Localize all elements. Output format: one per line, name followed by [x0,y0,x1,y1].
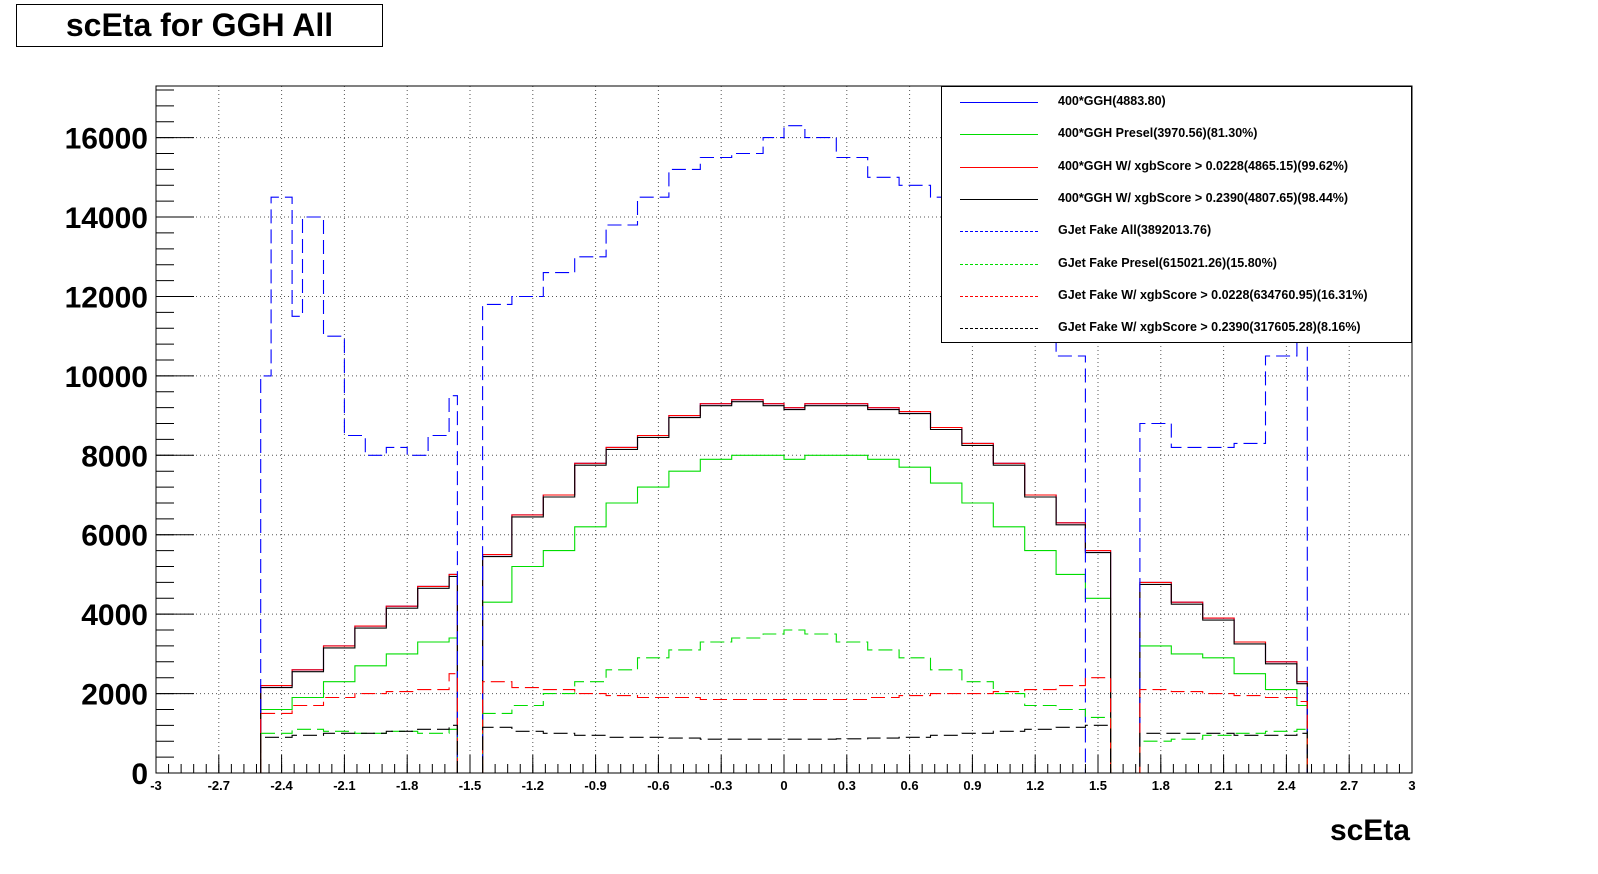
x-tick-label: -1.5 [459,778,481,793]
x-tick-label: -2.1 [333,778,355,793]
x-tick-label: 0.9 [963,778,981,793]
legend-label: GJet Fake W/ xgbScore > 0.0228(634760.95… [1058,287,1368,302]
legend-label: 400*GGH(4883.80) [1058,94,1166,108]
x-tick-label: -0.9 [584,778,606,793]
x-tick-label: -1.8 [396,778,418,793]
x-tick-label: 0.6 [901,778,919,793]
x-tick-label: 2.4 [1277,778,1296,793]
y-tick-label: 0 [131,758,148,791]
x-axis-label: scEta [1330,814,1410,847]
legend-entry: GJet Fake W/ xgbScore > 0.2390(317605.28… [942,316,1411,340]
x-tick-label: -2.7 [208,778,230,793]
legend-swatch [960,166,1038,168]
legend-label: 400*GGH W/ xgbScore > 0.2390(4807.65)(98… [1058,190,1349,205]
x-tick-label: 2.7 [1340,778,1358,793]
legend-label: 400*GGH W/ xgbScore > 0.0228(4865.15)(99… [1058,158,1349,173]
chart-title: scEta for GGH All [16,4,383,47]
legend: 400*GGH(4883.80) 400*GGH Presel(3970.56)(… [941,86,1412,343]
legend-entry: GJet Fake All(3892013.76) [942,219,1411,243]
legend-swatch [960,231,1038,233]
series-line-4 [260,401,1308,774]
x-tick-label: 1.2 [1026,778,1044,793]
x-tick-label: 0 [780,778,787,793]
y-tick-label: 8000 [81,440,148,473]
y-tick-label: 12000 [65,281,148,314]
y-tick-label: 16000 [65,123,148,156]
legend-swatch [960,102,1038,103]
x-tick-label: -0.3 [710,778,732,793]
y-tick-label: 4000 [81,599,148,632]
legend-swatch [960,295,1038,297]
x-tick-label: 2.1 [1215,778,1233,793]
legend-entry: 400*GGH Presel(3970.56)(81.30%) [942,122,1411,146]
legend-label: GJet Fake All(3892013.76) [1058,223,1212,238]
legend-label: GJet Fake W/ xgbScore > 0.2390(317605.28… [1058,320,1361,335]
legend-entry: 400*GGH W/ xgbScore > 0.0228(4865.15)(99… [942,155,1411,179]
legend-label: 400*GGH Presel(3970.56)(81.30%) [1058,126,1258,141]
series-line-8 [260,724,1308,774]
x-tick-label: -0.6 [647,778,669,793]
y-axis: 0 2000 4000 6000 8000 10000 12000 14000 16000 [65,89,194,791]
legend-swatch [960,328,1038,330]
legend-swatch [960,263,1038,265]
x-tick-label: 3 [1408,778,1415,793]
series-line-2 [260,454,1308,774]
legend-swatch [960,198,1038,200]
legend-entry: GJet Fake W/ xgbScore > 0.0228(634760.95… [942,284,1411,308]
legend-entry: 400*GGH W/ xgbScore > 0.2390(4807.65)(98… [942,187,1411,211]
series-line-7 [260,673,1308,774]
y-tick-label: 2000 [81,679,148,712]
grid-lines [155,86,1413,773]
x-tick-label: -3 [150,778,162,793]
x-tick-label: -1.2 [522,778,544,793]
y-tick-label: 10000 [65,361,148,394]
x-tick-label: 1.5 [1089,778,1107,793]
x-axis: -3 -2.7 -2.4 -2.1 -1.8 -1.5 -1.2 -0.9 -0.6 -0.3 0 0… [150,755,1416,793]
y-tick-label: 6000 [81,520,148,553]
legend-entry: 400*GGH(4883.80) [942,90,1411,114]
legend-swatch [960,134,1038,136]
x-tick-label: 1.8 [1152,778,1170,793]
legend-entry: GJet Fake Presel(615021.26)(15.80%) [942,252,1411,276]
legend-label: GJet Fake Presel(615021.26)(15.80%) [1058,255,1277,270]
series-line-6 [260,629,1308,774]
x-tick-label: 0.3 [838,778,856,793]
y-tick-label: 14000 [65,202,148,235]
x-tick-label: -2.4 [270,778,293,793]
